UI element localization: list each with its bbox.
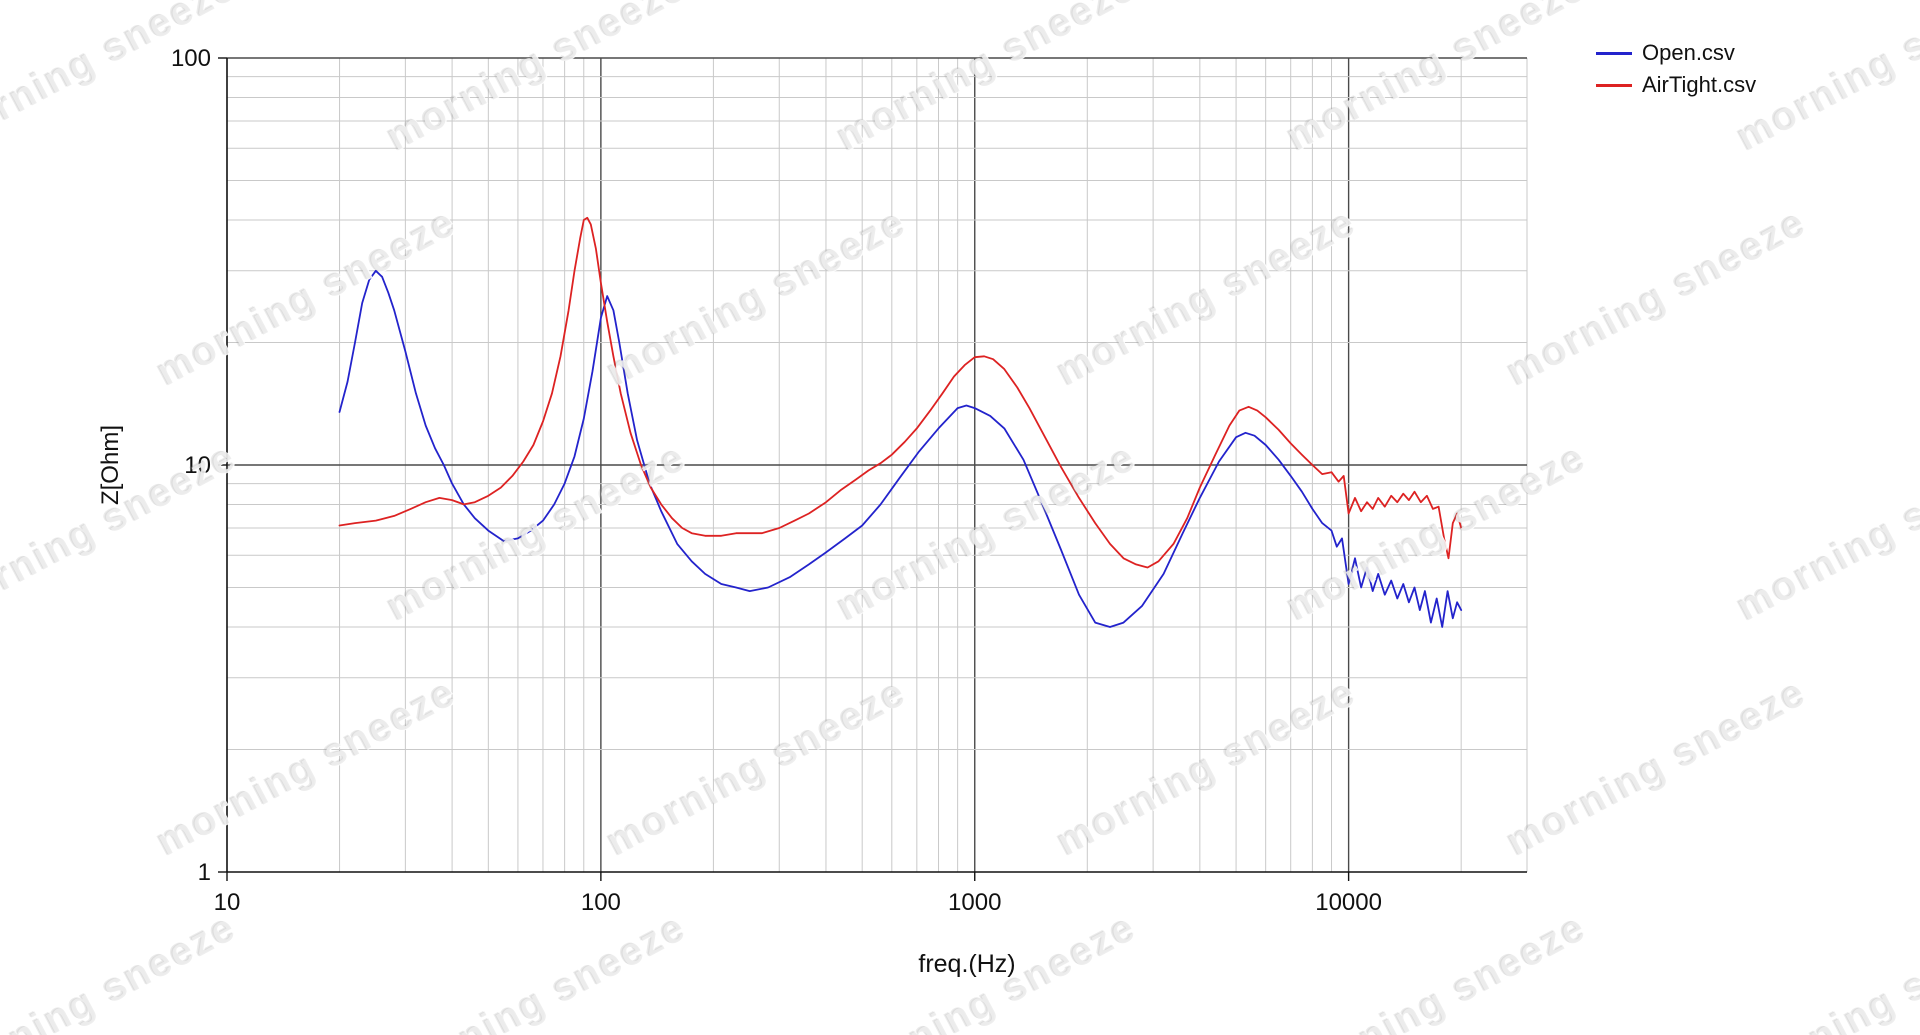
legend-item-open: Open.csv bbox=[1596, 40, 1756, 66]
series-line-airtight-csv bbox=[338, 216, 1463, 569]
y-tick-label: 1 bbox=[198, 859, 211, 886]
x-axis-title: freq.(Hz) bbox=[918, 950, 1015, 978]
legend-item-airtight: AirTight.csv bbox=[1596, 72, 1756, 98]
y-tick-label: 10 bbox=[184, 452, 211, 479]
legend-swatch-airtight bbox=[1596, 83, 1632, 87]
x-tick-label: 1000 bbox=[948, 889, 1001, 916]
x-tick-label: 100 bbox=[581, 889, 621, 916]
series-line-open-csv bbox=[338, 269, 1463, 628]
legend-label-open: Open.csv bbox=[1642, 40, 1735, 65]
legend-label-airtight: AirTight.csv bbox=[1642, 72, 1757, 97]
chart-legend: Open.csv AirTight.csv bbox=[1596, 40, 1756, 104]
y-axis-title: Z[Ohm] bbox=[97, 425, 124, 505]
x-tick-label: 10000 bbox=[1315, 889, 1382, 916]
legend-swatch-open bbox=[1596, 51, 1632, 55]
y-tick-label: 100 bbox=[171, 45, 211, 72]
x-tick-label: 10 bbox=[214, 889, 241, 916]
